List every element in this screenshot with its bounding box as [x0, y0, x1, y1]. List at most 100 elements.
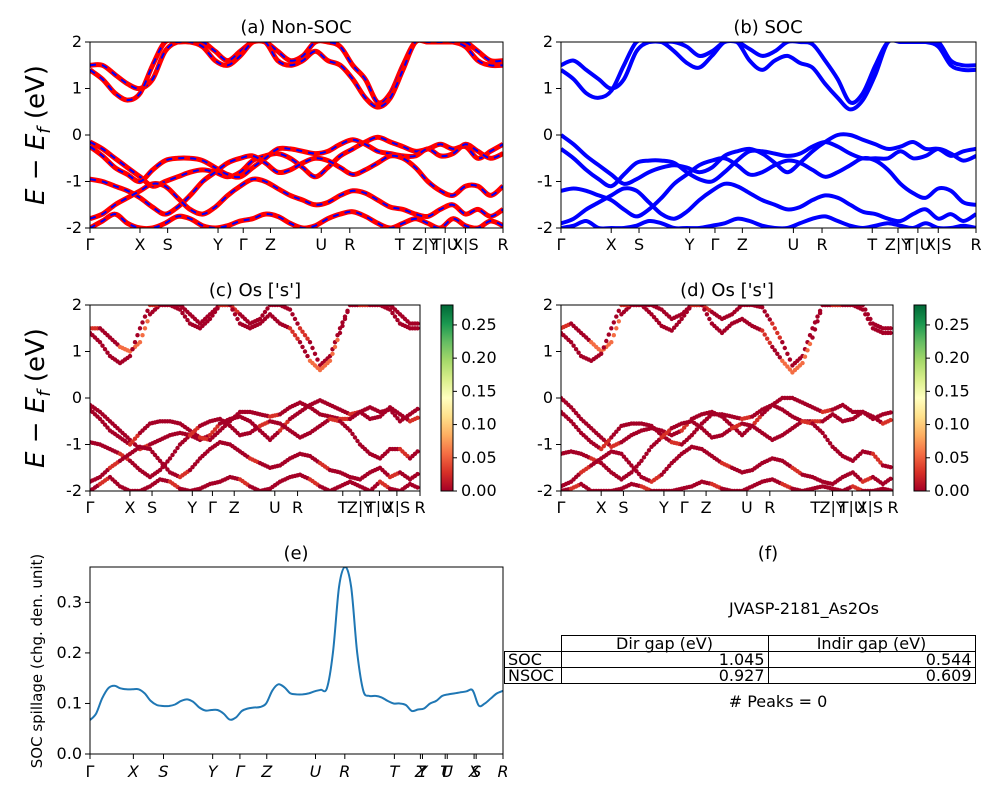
axes-frame — [89, 566, 504, 755]
projected-point — [599, 446, 604, 452]
projected-point — [865, 316, 870, 322]
y-tick-label: 2 — [72, 295, 82, 314]
projected-point — [860, 307, 865, 312]
projected-point — [860, 305, 865, 308]
projected-point — [888, 326, 893, 331]
spillage-line — [90, 567, 503, 721]
projected-point — [132, 436, 138, 441]
projected-point — [820, 430, 825, 436]
x-tick-label: Z|Y — [412, 235, 438, 254]
x-tick-label: X|S — [925, 235, 952, 254]
projected-point — [777, 355, 782, 360]
projected-point — [132, 340, 138, 345]
projected-point — [285, 419, 290, 424]
projected-point — [292, 316, 298, 322]
projected-point — [230, 307, 235, 312]
x-tick-label: Γ — [711, 235, 720, 254]
projected-point — [787, 357, 793, 362]
projected-point — [868, 321, 873, 326]
colorbar-tick-label: 0.10 — [461, 415, 497, 434]
projected-point — [614, 326, 619, 331]
axes-frame — [89, 41, 504, 229]
x-tick-label: S — [634, 235, 644, 254]
x-tick-label: S — [618, 498, 628, 517]
x-tick-label: S — [471, 762, 481, 781]
projected-point — [130, 347, 135, 352]
projected-point — [614, 314, 619, 319]
x-tick-label: X — [127, 762, 140, 781]
projected-point — [265, 306, 270, 311]
projected-point — [888, 330, 893, 336]
row-label: NSOC — [504, 667, 562, 684]
x-tick-label: X — [468, 762, 481, 781]
projected-point — [415, 326, 420, 331]
projected-point — [702, 307, 707, 312]
band-lines — [90, 42, 503, 228]
projected-point — [888, 410, 893, 415]
y-tick-label: 1 — [543, 79, 553, 98]
projected-point — [415, 406, 420, 412]
projected-point — [614, 429, 619, 434]
projected-point — [674, 322, 679, 327]
projected-point — [140, 320, 145, 325]
projected-point — [770, 344, 775, 350]
band-line-soc — [561, 181, 976, 226]
colorbar-d — [913, 304, 927, 492]
peaks-count: # Peaks = 0 — [729, 692, 828, 711]
y-tick-label: -2 — [66, 481, 82, 500]
colorbar-tick-label: 0.10 — [934, 415, 970, 434]
projected-point — [415, 321, 420, 326]
projected-point — [170, 452, 175, 458]
x-tick-label: Z — [265, 235, 276, 254]
projected-point — [315, 357, 320, 362]
band-line-soc-overlay — [90, 138, 503, 183]
projected-point — [155, 455, 160, 461]
projected-point — [873, 454, 878, 459]
projected-point — [875, 457, 881, 462]
x-tick-label: S — [147, 498, 157, 517]
projected-point — [130, 439, 135, 444]
y-tick-label: -1 — [66, 435, 82, 454]
projected-point — [297, 340, 303, 345]
panel-c-ylabel: E − Ef (eV) — [21, 328, 55, 468]
band-line-soc-overlay — [90, 177, 503, 220]
y-tick-label: -2 — [537, 481, 553, 500]
projected-point — [210, 313, 215, 318]
band-lines — [561, 42, 976, 228]
projected-point — [621, 454, 627, 459]
projected-point — [616, 319, 621, 324]
y-tick-label: 0 — [543, 388, 553, 407]
projected-point — [636, 461, 642, 466]
projected-point — [878, 460, 883, 465]
projected-point — [827, 441, 833, 446]
projected-point — [822, 434, 828, 439]
projected-point — [127, 442, 133, 447]
projected-point — [215, 424, 220, 429]
spillage-line-group — [90, 567, 503, 721]
projected-point — [177, 307, 183, 312]
projected-point — [571, 422, 576, 427]
projected-point — [342, 316, 348, 322]
colorbar-tick-label: 0.05 — [934, 448, 970, 467]
projected-point — [142, 326, 148, 331]
x-tick-label: X — [124, 498, 135, 517]
projected-point — [576, 427, 581, 433]
projected-point — [626, 460, 632, 465]
x-tick-label: Y — [208, 762, 219, 781]
y-tick-label: 0.1 — [57, 693, 82, 712]
band-line-soc — [561, 156, 976, 219]
projected-point — [340, 323, 345, 329]
projected-point — [415, 485, 420, 490]
panel-b-title: (b) SOC — [733, 17, 802, 38]
x-tick-label: Γ — [86, 498, 95, 517]
projected-point — [682, 425, 687, 430]
colorbar-ticks: 0.00 0.05 0.10 0.15 0.20 0.25 0.00 0.05 0.10 0.15… — [453, 315, 970, 500]
projected-point — [664, 466, 669, 472]
projected-point — [624, 457, 629, 462]
projected-point — [641, 455, 647, 460]
projected-point — [568, 405, 574, 410]
projected-point — [770, 321, 775, 326]
x-tick-label: X|S — [452, 235, 479, 254]
